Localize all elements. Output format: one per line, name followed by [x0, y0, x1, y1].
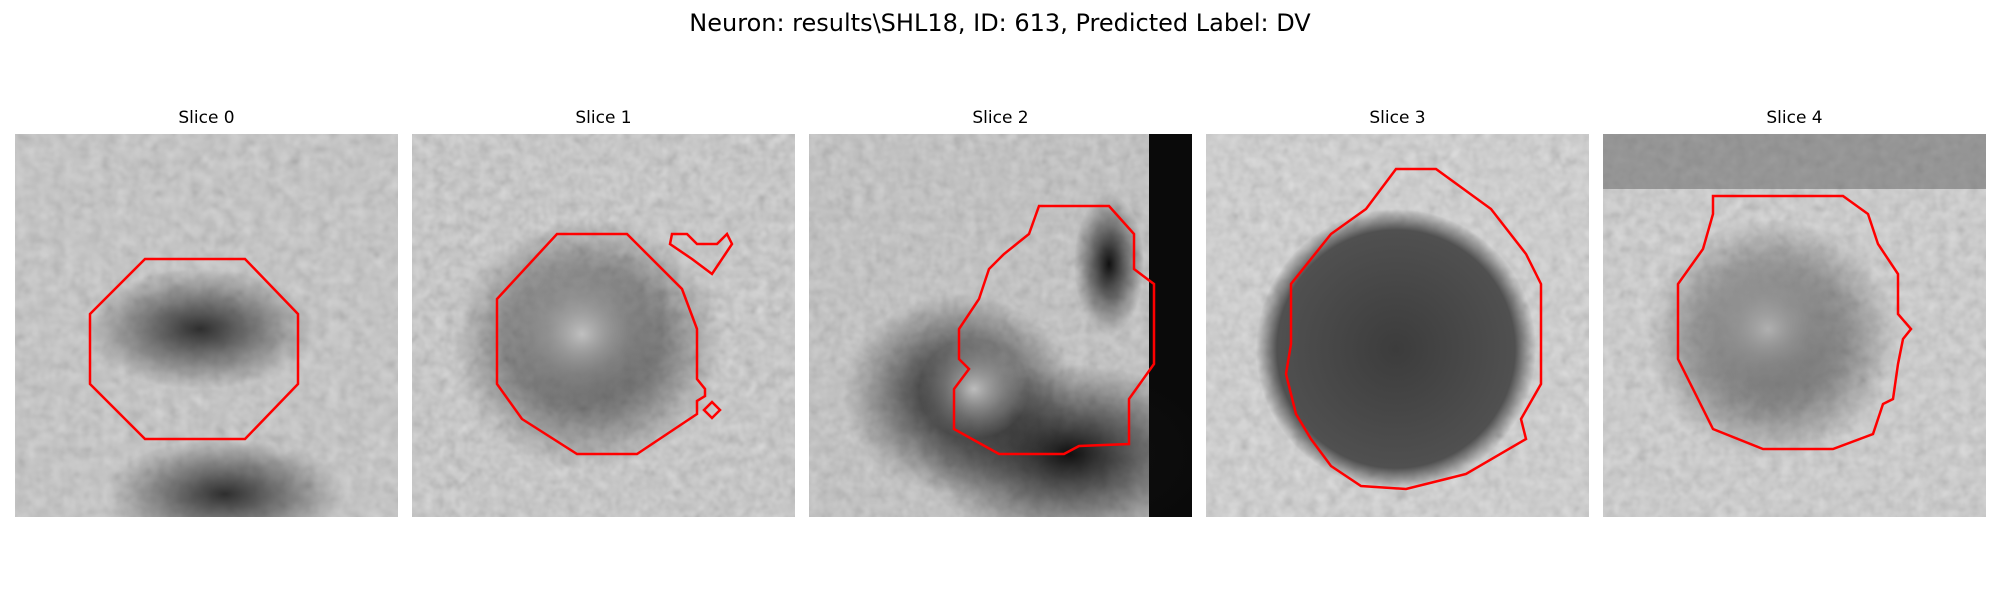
slice-image-3 [1206, 134, 1589, 517]
contour-0 [88, 257, 300, 441]
slice-image-4 [1603, 134, 1986, 517]
slice-title-4: Slice 4 [1766, 108, 1823, 128]
contour-4 [1676, 194, 1913, 451]
slice-image-1 [412, 134, 795, 517]
slice-image-2 [809, 134, 1192, 517]
slice-title-1: Slice 1 [575, 108, 632, 128]
slice-title-2: Slice 2 [972, 108, 1029, 128]
slice-title-0: Slice 0 [178, 108, 235, 128]
contour-2 [952, 204, 1156, 456]
slice-image-0 [15, 134, 398, 517]
contour-1-dot [702, 400, 722, 420]
contour-1-blob [668, 231, 734, 276]
contour-1 [495, 232, 707, 456]
slice-title-3: Slice 3 [1369, 108, 1426, 128]
contour-3 [1284, 167, 1543, 491]
figure-title: Neuron: results\SHL18, ID: 613, Predicte… [689, 9, 1311, 37]
